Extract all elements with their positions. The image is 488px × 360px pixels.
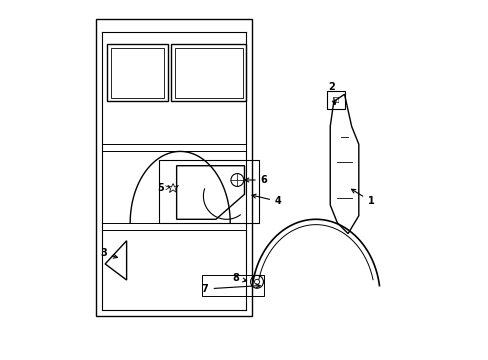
Bar [159, 160, 258, 223]
Text: 8: 8 [232, 273, 246, 283]
Text: 7: 7 [202, 284, 260, 294]
Bar [201, 275, 264, 296]
Text: 6: 6 [244, 175, 267, 185]
Text: 3: 3 [100, 248, 117, 258]
Text: 4: 4 [251, 194, 281, 206]
Text: 2: 2 [328, 82, 336, 105]
Text: 5: 5 [157, 183, 169, 193]
Bar [326, 91, 344, 109]
Text: □: □ [332, 96, 338, 103]
Text: 1: 1 [351, 189, 374, 206]
